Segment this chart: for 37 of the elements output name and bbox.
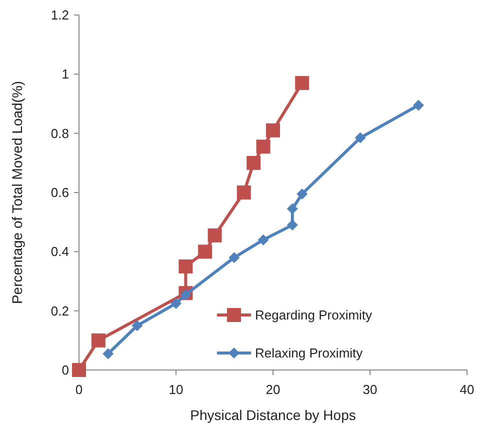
point (295, 76, 310, 90)
point (180, 289, 192, 300)
y-tick-label: 0.6 (50, 185, 69, 200)
y-tick-label: 0.2 (50, 303, 69, 318)
point (413, 100, 424, 111)
point (286, 220, 298, 231)
legend-label: Relaxing Proximity (255, 346, 364, 361)
point (102, 348, 114, 360)
point (72, 363, 86, 377)
y-tick-label: 1.2 (50, 8, 69, 23)
legend-label: Regarding Proximity (255, 308, 373, 323)
point (256, 140, 270, 154)
y-tick-label: 0 (62, 362, 69, 378)
x-tick-label: 0 (75, 382, 83, 397)
point (132, 320, 143, 332)
point (208, 228, 222, 242)
point (236, 186, 251, 200)
x-tick-label: 30 (362, 382, 378, 397)
point (258, 234, 269, 246)
point (91, 333, 106, 348)
point (266, 123, 280, 138)
x-axis-title: Physical Distance by Hops (190, 407, 356, 423)
x-tick-label: 20 (266, 382, 280, 397)
point (228, 252, 240, 264)
point (178, 259, 193, 274)
point (354, 132, 366, 144)
y-tick-label: 0.4 (50, 244, 69, 260)
point (296, 188, 308, 200)
x-tick-label: 10 (168, 382, 184, 397)
point (198, 244, 212, 259)
y-tick-label: 1 (62, 66, 69, 82)
y-tick-label: 0.8 (50, 126, 69, 141)
point (170, 298, 182, 309)
x-tick-label: 40 (460, 382, 474, 397)
y-axis-title: Percentage of Total Moved Load(%) (9, 80, 25, 304)
point (246, 156, 261, 170)
point (286, 203, 298, 214)
